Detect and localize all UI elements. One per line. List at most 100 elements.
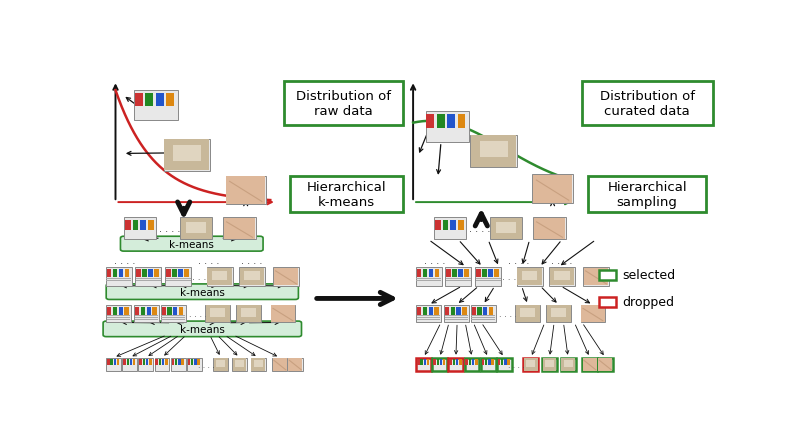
Bar [224, 218, 255, 240]
Bar [416, 305, 441, 323]
Bar [107, 307, 111, 315]
Bar [524, 358, 538, 371]
Bar [456, 359, 458, 365]
Text: k-means: k-means [170, 239, 214, 249]
Text: . . . .: . . . . [114, 255, 135, 265]
Bar [458, 220, 463, 230]
Bar [134, 90, 178, 121]
Bar [273, 268, 299, 286]
Bar [133, 359, 135, 365]
Bar [432, 358, 447, 371]
Bar [440, 359, 442, 365]
Bar [142, 359, 145, 365]
Bar [466, 359, 468, 365]
Bar [154, 358, 170, 371]
FancyBboxPatch shape [106, 284, 298, 300]
Bar [434, 218, 466, 240]
Bar [483, 307, 487, 315]
Bar [206, 305, 230, 323]
Bar [426, 115, 434, 129]
Bar [475, 359, 478, 365]
Bar [471, 136, 516, 167]
Bar [113, 269, 117, 278]
Text: selected: selected [622, 268, 676, 282]
Bar [498, 359, 500, 365]
Bar [545, 360, 554, 367]
Bar [488, 359, 490, 365]
Bar [415, 268, 442, 286]
Bar [155, 359, 158, 365]
Bar [154, 269, 159, 278]
Bar [134, 305, 159, 323]
Bar [491, 359, 494, 365]
Bar [142, 269, 147, 278]
Bar [450, 359, 452, 365]
Bar [458, 115, 466, 129]
Bar [518, 268, 542, 286]
Bar [118, 307, 123, 315]
Bar [223, 218, 256, 240]
Bar [423, 307, 427, 315]
Bar [122, 358, 138, 371]
Bar [416, 358, 431, 371]
Bar [146, 93, 154, 107]
Text: . . . .: . . . . [469, 224, 490, 234]
Bar [482, 269, 486, 278]
Bar [478, 307, 482, 315]
Bar [550, 268, 574, 286]
Bar [507, 359, 510, 365]
Bar [138, 358, 154, 371]
Text: . . . .: . . . . [198, 360, 215, 369]
Bar [136, 269, 141, 278]
Bar [165, 268, 191, 286]
Bar [517, 268, 542, 286]
Text: . . . .: . . . . [198, 255, 219, 265]
Bar [598, 358, 612, 371]
Bar [106, 358, 121, 371]
FancyBboxPatch shape [290, 177, 402, 212]
Bar [522, 271, 538, 281]
Bar [239, 268, 264, 286]
Bar [156, 93, 163, 107]
Bar [434, 307, 438, 315]
Bar [124, 307, 129, 315]
Bar [180, 218, 212, 240]
Text: k-means: k-means [180, 287, 225, 297]
Bar [232, 358, 247, 371]
Bar [107, 359, 110, 365]
Bar [179, 307, 183, 315]
Bar [462, 307, 466, 315]
Bar [226, 176, 266, 205]
Bar [289, 358, 302, 371]
Bar [146, 307, 151, 315]
Bar [494, 269, 498, 278]
Bar [599, 270, 617, 280]
Bar [497, 358, 512, 371]
Bar [526, 360, 535, 367]
Bar [453, 359, 455, 365]
Bar [533, 175, 573, 204]
Bar [515, 305, 540, 323]
Bar [534, 218, 565, 240]
Bar [481, 358, 495, 371]
Text: . . . .: . . . . [551, 255, 573, 265]
Bar [271, 306, 294, 322]
Bar [424, 359, 426, 365]
Bar [472, 359, 474, 365]
Text: k-means: k-means [180, 324, 225, 334]
FancyBboxPatch shape [582, 82, 713, 126]
Bar [172, 269, 177, 278]
Bar [124, 218, 157, 240]
Bar [434, 359, 436, 365]
Bar [162, 359, 165, 365]
Bar [444, 305, 469, 323]
Bar [149, 359, 151, 365]
Bar [214, 358, 228, 371]
Bar [420, 359, 423, 365]
Bar [551, 309, 566, 318]
Text: Hierarchical
k-means: Hierarchical k-means [306, 180, 386, 208]
Text: . . . .: . . . . [502, 272, 522, 281]
Bar [163, 139, 210, 171]
Bar [443, 359, 446, 365]
Bar [488, 269, 493, 278]
